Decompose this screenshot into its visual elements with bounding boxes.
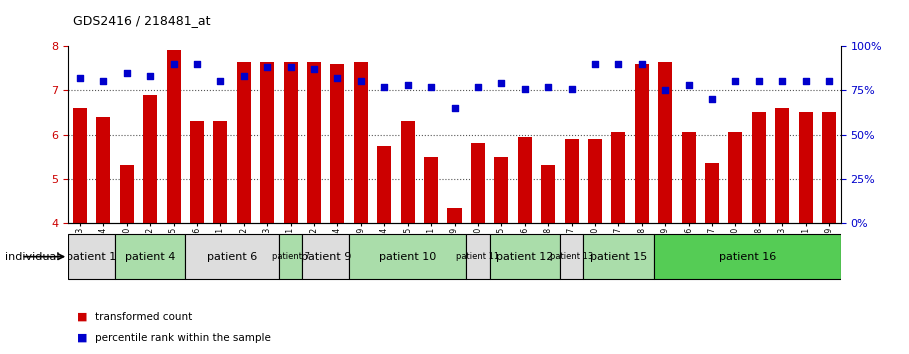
- Point: [306, 66, 321, 72]
- Bar: [166, 50, 181, 223]
- Bar: [307, 62, 321, 223]
- Text: patient 13: patient 13: [550, 252, 594, 261]
- Point: [798, 79, 813, 84]
- Point: [119, 70, 134, 75]
- Bar: [330, 64, 345, 223]
- Point: [494, 80, 509, 86]
- Bar: [518, 137, 532, 223]
- Bar: [634, 64, 649, 223]
- Bar: [588, 139, 602, 223]
- Text: patient 12: patient 12: [496, 252, 554, 262]
- Point: [775, 79, 790, 84]
- Text: patient 7: patient 7: [272, 252, 310, 261]
- Bar: [584, 234, 654, 279]
- Point: [190, 61, 205, 67]
- Text: GDS2416 / 218481_at: GDS2416 / 218481_at: [73, 13, 210, 27]
- Bar: [401, 121, 415, 223]
- Point: [166, 61, 181, 67]
- Bar: [654, 234, 841, 279]
- Point: [330, 75, 345, 81]
- Bar: [799, 113, 813, 223]
- Point: [143, 73, 157, 79]
- Point: [354, 79, 368, 84]
- Bar: [728, 132, 743, 223]
- Point: [822, 79, 836, 84]
- Bar: [775, 108, 789, 223]
- Bar: [560, 234, 584, 279]
- Text: patient 15: patient 15: [590, 252, 647, 262]
- Bar: [96, 117, 110, 223]
- Text: transformed count: transformed count: [95, 312, 193, 322]
- Point: [260, 64, 275, 70]
- Point: [728, 79, 743, 84]
- Point: [447, 105, 462, 111]
- Text: patient 10: patient 10: [379, 252, 436, 262]
- Point: [682, 82, 696, 88]
- Text: patient 6: patient 6: [207, 252, 257, 262]
- Bar: [612, 132, 625, 223]
- Bar: [190, 121, 204, 223]
- Point: [236, 73, 251, 79]
- Point: [517, 86, 532, 91]
- Bar: [68, 234, 115, 279]
- Bar: [447, 207, 462, 223]
- Point: [752, 79, 766, 84]
- Text: ■: ■: [77, 333, 88, 343]
- Text: patient 4: patient 4: [125, 252, 175, 262]
- Bar: [752, 113, 766, 223]
- Point: [658, 87, 673, 93]
- Point: [96, 79, 111, 84]
- Bar: [303, 234, 349, 279]
- Point: [377, 84, 392, 90]
- Bar: [822, 113, 836, 223]
- Point: [471, 84, 485, 90]
- Bar: [490, 234, 560, 279]
- Bar: [541, 166, 555, 223]
- Bar: [471, 143, 484, 223]
- Point: [564, 86, 579, 91]
- Bar: [120, 166, 134, 223]
- Text: patient 16: patient 16: [718, 252, 775, 262]
- Bar: [214, 121, 227, 223]
- Point: [213, 79, 227, 84]
- Bar: [73, 108, 87, 223]
- Point: [611, 61, 625, 67]
- Bar: [115, 234, 185, 279]
- Text: patient 9: patient 9: [301, 252, 351, 262]
- Bar: [185, 234, 279, 279]
- Bar: [564, 139, 579, 223]
- Bar: [682, 132, 695, 223]
- Point: [634, 61, 649, 67]
- Text: percentile rank within the sample: percentile rank within the sample: [95, 333, 271, 343]
- Point: [588, 61, 603, 67]
- Point: [400, 82, 415, 88]
- Point: [284, 64, 298, 70]
- Bar: [494, 156, 508, 223]
- Bar: [143, 95, 157, 223]
- Text: individual: individual: [5, 252, 59, 262]
- Bar: [705, 163, 719, 223]
- Point: [73, 75, 87, 81]
- Bar: [354, 62, 368, 223]
- Bar: [377, 145, 391, 223]
- Bar: [284, 62, 297, 223]
- Bar: [236, 62, 251, 223]
- Bar: [425, 156, 438, 223]
- Text: patient 11: patient 11: [456, 252, 499, 261]
- Bar: [466, 234, 490, 279]
- Bar: [349, 234, 466, 279]
- Text: ■: ■: [77, 312, 88, 322]
- Bar: [260, 62, 275, 223]
- Bar: [279, 234, 303, 279]
- Point: [704, 96, 719, 102]
- Point: [541, 84, 555, 90]
- Text: patient 1: patient 1: [66, 252, 116, 262]
- Point: [424, 84, 438, 90]
- Bar: [658, 62, 673, 223]
